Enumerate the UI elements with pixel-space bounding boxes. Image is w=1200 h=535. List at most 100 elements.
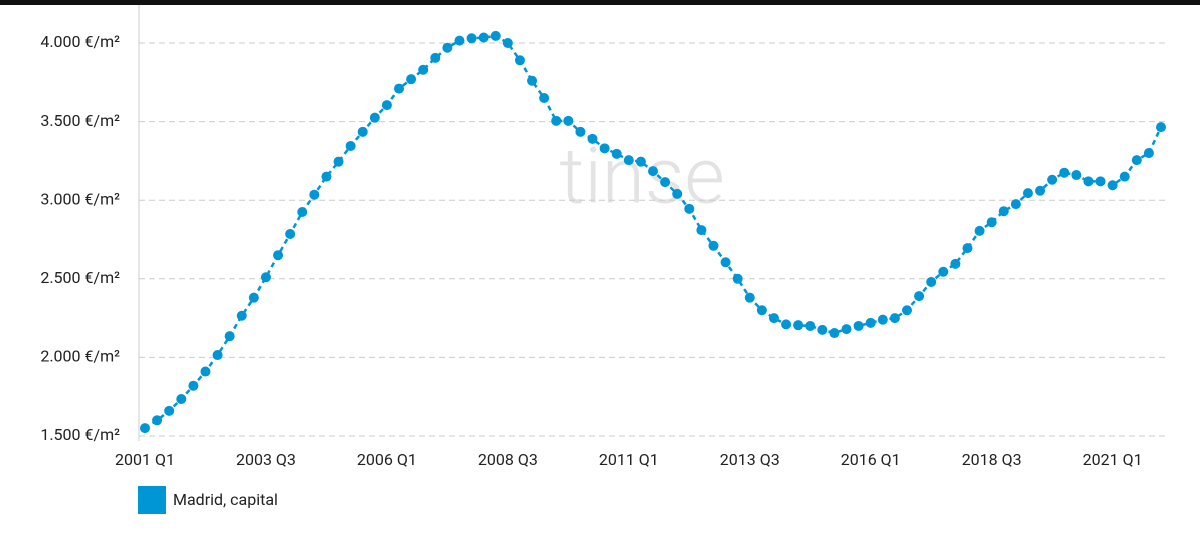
data-point [805, 320, 816, 331]
data-point [273, 250, 284, 261]
y-tick-label: 4.000 €/m² [40, 32, 120, 51]
data-point [224, 331, 235, 342]
data-point [176, 394, 187, 405]
data-point [1035, 185, 1046, 196]
data-point [551, 115, 562, 126]
data-point [442, 42, 453, 53]
data-point [829, 328, 840, 339]
data-point [260, 272, 271, 283]
data-point [502, 38, 513, 48]
data-point [817, 324, 828, 335]
data-point [1083, 176, 1094, 187]
data-point [1131, 155, 1142, 166]
y-tick-label: 2.500 €/m² [40, 268, 120, 287]
data-point [200, 366, 211, 377]
data-point [248, 292, 259, 303]
data-point [793, 320, 804, 331]
x-tick-label: 2013 Q3 [720, 450, 780, 469]
y-tick-label: 3.500 €/m² [40, 111, 120, 130]
x-tick-label: 2003 Q3 [236, 450, 296, 469]
data-point [321, 171, 332, 182]
data-point [914, 291, 925, 302]
data-point [587, 133, 598, 144]
data-point [1143, 148, 1154, 159]
data-point [732, 273, 743, 284]
data-point [853, 320, 864, 331]
data-point [962, 243, 973, 254]
y-tick-label: 1.500 €/m² [40, 425, 120, 444]
data-point [333, 156, 344, 167]
data-point [998, 206, 1009, 217]
data-point [285, 228, 296, 239]
x-tick-label: 2001 Q1 [115, 450, 175, 469]
y-tick-label: 2.000 €/m² [40, 347, 120, 366]
data-point [1010, 199, 1021, 210]
data-point [478, 32, 489, 43]
data-point [684, 203, 695, 214]
legend-swatch [138, 486, 166, 514]
data-point [345, 140, 356, 151]
top-bar [0, 0, 1200, 5]
data-point [1107, 180, 1118, 191]
data-point [926, 276, 937, 287]
data-point [635, 156, 646, 167]
data-point [1119, 171, 1130, 182]
data-point [514, 55, 525, 66]
data-point [454, 35, 465, 46]
watermark: tinse [559, 132, 724, 223]
data-point [623, 155, 634, 166]
data-point [309, 189, 320, 200]
data-point [877, 314, 888, 325]
data-point [986, 217, 997, 228]
data-point [744, 292, 755, 303]
data-point [938, 266, 949, 277]
data-point [381, 100, 392, 111]
data-point [1059, 167, 1070, 178]
data-point [490, 30, 501, 41]
data-point [430, 52, 441, 63]
data-point [611, 148, 622, 159]
y-tick-label: 3.000 €/m² [40, 189, 120, 208]
x-tick-label: 2008 Q3 [478, 450, 538, 469]
x-tick-label: 2006 Q1 [357, 450, 417, 469]
data-point [236, 310, 247, 321]
data-point [406, 74, 417, 85]
data-point [708, 240, 719, 251]
data-point [164, 405, 175, 416]
data-point [394, 83, 404, 94]
data-point [1095, 176, 1106, 187]
x-tick-label: 2018 Q3 [962, 450, 1022, 469]
data-point [841, 324, 852, 335]
data-point [865, 317, 876, 328]
data-point [768, 313, 779, 324]
data-point [1156, 122, 1166, 133]
data-point [756, 305, 767, 316]
data-point [660, 177, 671, 188]
data-point [974, 225, 985, 236]
data-point [418, 64, 429, 75]
data-point [575, 126, 586, 137]
data-point [1022, 188, 1033, 199]
data-point [297, 206, 308, 217]
data-point [599, 143, 610, 154]
data-point [902, 305, 912, 316]
data-point [1071, 170, 1082, 181]
data-point [720, 257, 731, 268]
data-point [466, 33, 477, 44]
x-tick-label: 2021 Q1 [1083, 450, 1143, 469]
data-point [140, 423, 150, 434]
data-point [563, 115, 574, 126]
x-tick-label: 2011 Q1 [599, 450, 659, 469]
x-tick-label: 2016 Q1 [841, 450, 901, 469]
series-line [144, 34, 1163, 430]
legend-label: Madrid, capital [173, 490, 278, 509]
data-point [672, 188, 683, 199]
data-point [539, 93, 550, 104]
data-point [152, 415, 163, 426]
data-point [357, 126, 368, 137]
data-point [781, 319, 792, 330]
data-point [1047, 174, 1058, 185]
data-point [696, 225, 707, 236]
